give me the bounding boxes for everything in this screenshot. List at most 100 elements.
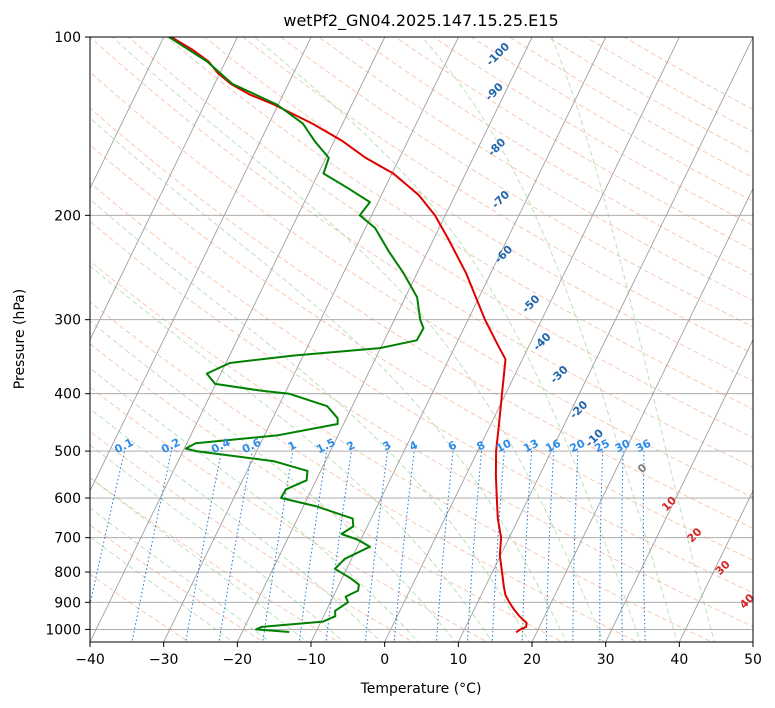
mixing-ratio-label: 13 (521, 437, 541, 456)
dry-adiabat-line (166, 37, 753, 410)
dry-adiabat-line (90, 301, 639, 642)
x-tick-label: 40 (670, 652, 688, 668)
dry-adiabat-line (90, 37, 753, 468)
dry-adiabat-label: -30 (548, 363, 571, 386)
x-tick-label: 0 (380, 652, 389, 668)
moist-adiabat-label: 0 (635, 461, 650, 476)
y-tick-label: 100 (54, 30, 81, 46)
isotherm-line (605, 338, 753, 642)
moist-adiabat-line (90, 444, 345, 642)
x-tick-label: −30 (149, 652, 179, 668)
x-axis: −40 −30 −20 −10 0 10 20 30 40 50 (75, 642, 762, 668)
moist-adiabat-line (90, 117, 568, 642)
y-tick-label: 700 (54, 531, 81, 547)
x-axis-label: Temperature (°C) (360, 681, 482, 697)
isotherm-line (457, 37, 753, 642)
y-tick-label: 200 (54, 208, 81, 224)
y-tick-label: 600 (54, 491, 81, 507)
mixing-ratio-line (90, 450, 126, 607)
moist-adiabat-line (90, 507, 271, 642)
x-tick-label: 20 (523, 652, 541, 668)
mixing-ratio-line (185, 451, 222, 642)
mixing-ratio-label: 25 (592, 437, 612, 456)
isotherm-line (310, 37, 607, 642)
x-tick-label: −10 (296, 652, 326, 668)
mixing-ratio-line (621, 451, 624, 642)
dry-adiabat-label: -40 (530, 330, 553, 353)
mixing-ratio-line (435, 451, 454, 642)
y-tick-label: 500 (54, 444, 81, 460)
moist-adiabat-label: 20 (685, 525, 705, 545)
mixing-ratio-line (131, 450, 172, 642)
isotherm-line (90, 37, 312, 492)
mixing-ratio-line (491, 451, 505, 642)
x-tick-label: −40 (75, 652, 105, 668)
dewpoint-profile-line (168, 37, 425, 633)
mixing-ratio-line (642, 451, 646, 642)
mixing-ratio-label: 30 (613, 437, 633, 456)
plot-frame (89, 36, 754, 643)
moist-adiabat-line (90, 536, 234, 642)
chart-title: wetPf2_GN04.2025.147.15.25.E15 (283, 11, 558, 31)
isotherm-line (678, 489, 753, 642)
mixing-ratio-line (599, 451, 604, 642)
moist-adiabat-line (112, 37, 605, 642)
mixing-ratio-label: 0.4 (209, 436, 233, 457)
x-tick-label: 50 (744, 652, 762, 668)
dry-adiabat-line (280, 37, 753, 328)
mixing-ratio-line (521, 451, 533, 642)
dry-adiabat-line (90, 343, 564, 642)
mixing-ratio-label: 10 (494, 437, 514, 456)
y-tick-label: 400 (54, 387, 81, 403)
dry-adiabat-line (204, 37, 753, 382)
dry-adiabat-label: -90 (483, 80, 506, 103)
background-lines (90, 37, 753, 642)
dry-adiabat-line (394, 37, 753, 251)
dry-adiabat-line (90, 71, 753, 498)
x-tick-label: −20 (223, 652, 253, 668)
dry-adiabat-line (90, 573, 190, 642)
dry-adiabat-line (90, 524, 265, 642)
dry-adiabat-line (471, 37, 753, 202)
mixing-ratio-line (572, 451, 579, 642)
temperature-profile-line (170, 37, 528, 634)
x-tick-label: 30 (597, 652, 615, 668)
isotherm-line (163, 37, 459, 642)
dry-adiabat-line (90, 144, 753, 561)
dry-adiabat-line (318, 37, 753, 302)
mixing-ratio-line (325, 451, 352, 642)
dry-adiabat-line (585, 37, 753, 133)
mixing-ratio-line (393, 451, 415, 642)
dry-adiabat-line (433, 37, 753, 227)
line-labels: 0.1 0.2 0.4 0.6 1 1.5 2 3 4 6 8 10 13 16 20 25 30 36-100-… (112, 40, 757, 612)
y-axis-label: Pressure (hPa) (12, 289, 28, 389)
mixing-ratio-line (545, 451, 555, 642)
dry-adiabat-label: -100 (484, 40, 513, 69)
isotherm-line (752, 640, 753, 642)
moist-adiabat-line (90, 408, 382, 642)
mixing-ratio-label: 16 (543, 437, 563, 456)
series-group (168, 37, 528, 634)
moist-adiabat-label: 40 (737, 591, 757, 611)
moist-adiabat-line (90, 320, 456, 642)
dry-adiabat-label: -70 (489, 188, 512, 211)
isotherm-line (90, 37, 165, 190)
isotherm-line (90, 37, 386, 642)
dry-adiabat-line (127, 37, 753, 439)
isotherm-line (90, 37, 238, 341)
mixing-ratio-line (218, 451, 253, 642)
x-tick-label: 10 (449, 652, 467, 668)
dry-adiabat-line (356, 37, 753, 276)
dry-adiabat-label: -80 (485, 135, 508, 158)
y-tick-label: 1000 (45, 622, 81, 638)
dry-adiabat-line (90, 220, 753, 628)
moist-adiabat-label: 30 (713, 558, 733, 578)
isotherm-line (236, 37, 533, 642)
y-tick-label: 300 (54, 313, 81, 329)
dry-adiabat-line (90, 107, 753, 529)
mixing-ratio-label: 1.5 (314, 436, 337, 456)
dry-adiabat-line (90, 181, 753, 594)
dry-adiabat-line (90, 476, 340, 642)
y-tick-label: 800 (54, 565, 81, 581)
